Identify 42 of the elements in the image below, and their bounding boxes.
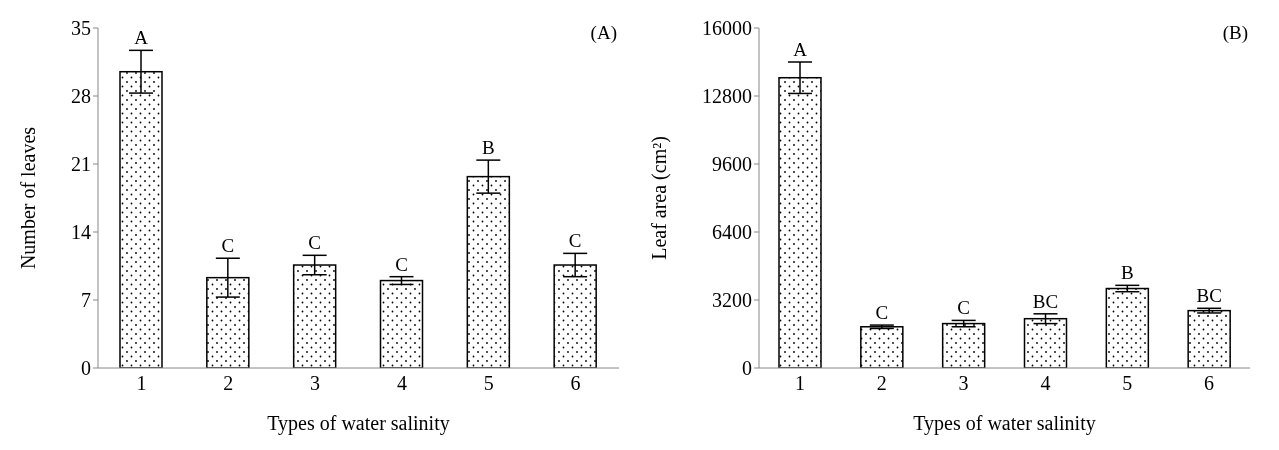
y-tick-label: 14 (71, 221, 91, 244)
annotation: C (957, 297, 971, 319)
annotation: C (875, 302, 889, 324)
y-tick-label: 35 (71, 17, 91, 40)
annotation: (A) (590, 22, 617, 44)
x-axis-title: Types of water salinity (267, 412, 450, 435)
x-tick-label: 2 (223, 372, 234, 395)
annotation: A (134, 27, 149, 49)
y-tick-label: 7 (81, 289, 91, 312)
y-tick-label: 28 (71, 85, 91, 108)
y-tick-label: 12800 (702, 85, 752, 108)
x-tick-label: 1 (794, 372, 805, 395)
y-axis-title: Number of leaves (17, 126, 40, 270)
y-tick-label: 9600 (712, 153, 752, 176)
y-tick-label: 21 (71, 153, 91, 176)
x-axis-title: Types of water salinity (913, 412, 1096, 435)
annotation: C (395, 253, 408, 275)
x-tick-label: 3 (958, 372, 969, 395)
x-tick-label: 5 (1122, 372, 1133, 395)
x-tick-label: 3 (310, 372, 321, 395)
x-tick-label: 6 (1204, 372, 1215, 395)
annotation: C (221, 235, 235, 257)
y-tick-label: 0 (81, 357, 91, 380)
annotation: BC (1196, 285, 1222, 307)
annotation: A (793, 39, 808, 60)
x-tick-label: 5 (483, 372, 494, 395)
x-tick-label: 4 (396, 372, 407, 395)
y-tick-label: 6400 (712, 221, 752, 244)
x-tick-label: 6 (570, 372, 581, 395)
y-tick-label: 16000 (702, 17, 752, 40)
annotation: (B) (1222, 22, 1248, 44)
x-tick-label: 2 (876, 372, 887, 395)
x-tick-label: 1 (136, 372, 147, 395)
x-tick-label: 4 (1040, 372, 1051, 395)
annotation: B (481, 137, 495, 159)
y-axis-title: Leaf area (cm²) (648, 136, 672, 260)
y-tick-label: 0 (742, 357, 752, 380)
annotation: BC (1032, 290, 1059, 312)
annotation: C (568, 230, 582, 252)
y-tick-label: 3200 (712, 289, 752, 312)
annotation: C (308, 232, 322, 254)
annotation: B (1120, 262, 1134, 284)
